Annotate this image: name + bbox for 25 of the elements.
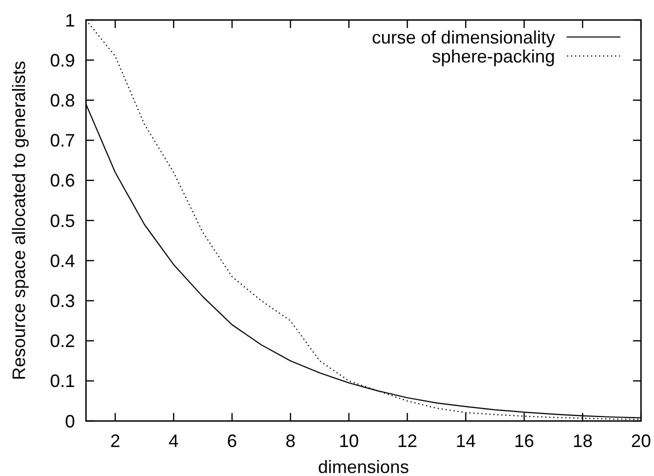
y-tick-label: 0 <box>64 411 75 432</box>
x-axis-title: dimensions <box>318 457 410 476</box>
y-tick-label: 0.6 <box>50 170 75 191</box>
x-tick-label: 20 <box>630 431 652 451</box>
legend-label: curse of dimensionality <box>372 27 555 48</box>
x-tick-label: 8 <box>285 431 296 451</box>
legend-label: sphere-packing <box>432 46 555 66</box>
x-tick-label: 16 <box>514 431 534 451</box>
y-tick-label: 0.1 <box>50 371 75 392</box>
y-tick-label: 0.4 <box>50 250 75 271</box>
x-tick-label: 10 <box>338 431 359 451</box>
y-tick-label: 0.3 <box>50 291 75 311</box>
y-tick-label: 0.5 <box>50 210 75 231</box>
y-tick-label: 0.7 <box>50 130 75 151</box>
x-tick-label: 2 <box>110 431 120 451</box>
x-tick-label: 18 <box>572 431 593 451</box>
y-tick-label: 1 <box>64 10 75 30</box>
x-tick-label: 6 <box>227 431 238 451</box>
y-axis-title: Resource space allocated to generalists <box>9 60 29 380</box>
y-tick-label: 0.8 <box>50 90 75 110</box>
y-tick-label: 0.2 <box>50 331 75 352</box>
y-tick-label: 0.9 <box>50 50 75 70</box>
x-tick-label: 12 <box>397 431 418 451</box>
x-tick-label: 4 <box>168 431 179 451</box>
x-tick-label: 14 <box>456 431 476 451</box>
